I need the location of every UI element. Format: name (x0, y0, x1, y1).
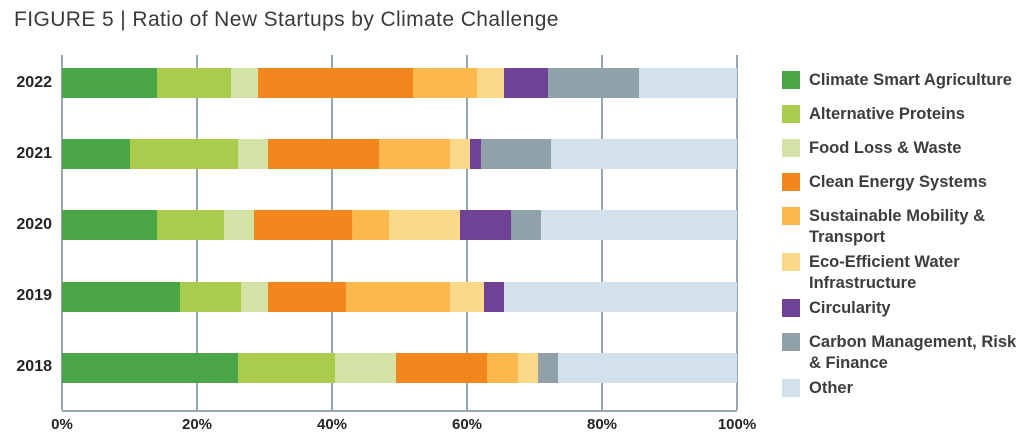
plot-area: 0% 20% 40% 60% 80% 100% (51, 55, 756, 433)
bar-segment (257, 68, 413, 98)
figure-title: FIGURE 5 | Ratio of New Startups by Clim… (14, 8, 559, 31)
bar-segment (450, 281, 484, 312)
legend-item: Other (782, 378, 1024, 399)
bar-segment (254, 210, 353, 241)
bar-segment (379, 139, 451, 170)
legend-swatch (782, 207, 800, 225)
legend-swatch (782, 333, 800, 351)
legend-item: Food Loss & Waste (782, 138, 1024, 159)
bar-segment (230, 68, 258, 98)
bar-row-2019 (62, 281, 737, 312)
year-label: 2018 (16, 358, 52, 376)
bar-segment (62, 68, 157, 98)
bar-segment (639, 68, 737, 98)
legend-item: Alternative Proteins (782, 104, 1024, 125)
bar-segment (156, 210, 224, 241)
x-tick-label: 100% (717, 416, 757, 433)
legend-label: Carbon Management, Risk & Finance (809, 333, 1017, 372)
legend-item: Sustainable Mobility & Transport (782, 206, 1024, 248)
legend-item: Carbon Management, Risk & Finance (782, 332, 1024, 374)
bar-row-2018 (62, 352, 737, 383)
year-label: 2022 (16, 73, 52, 91)
legend-label: Climate Smart Agriculture (809, 71, 1012, 89)
bar-segment (450, 139, 471, 170)
bar-segment (335, 352, 397, 383)
bar-row-2021 (62, 139, 737, 170)
legend-swatch (782, 139, 800, 157)
bar-segment (396, 352, 488, 383)
bar-segment (558, 352, 737, 383)
bar-segment (62, 281, 181, 312)
bar-segment (267, 139, 380, 170)
bar-segment (551, 139, 737, 170)
legend-swatch (782, 253, 800, 271)
x-tick-label: 0% (51, 416, 73, 433)
legend-label: Eco-Efficient Water Infrastructure (809, 253, 960, 292)
legend-swatch (782, 173, 800, 191)
legend-swatch (782, 71, 800, 89)
bar-segment (504, 281, 737, 312)
legend-swatch (782, 105, 800, 123)
bar-segment (345, 281, 451, 312)
bar-segment (470, 139, 481, 170)
legend-swatch (782, 299, 800, 317)
year-label: 2019 (16, 287, 52, 305)
bar-segment (129, 139, 238, 170)
gridline (736, 55, 738, 410)
bar-segment (487, 352, 518, 383)
bar-segment (180, 281, 241, 312)
legend-label: Clean Energy Systems (809, 173, 987, 191)
year-label: 2020 (16, 215, 52, 233)
bar-segment (237, 352, 336, 383)
bar-segment (548, 68, 640, 98)
legend-label: Circularity (809, 299, 891, 317)
bar-segment (62, 352, 238, 383)
bar-segment (460, 210, 511, 241)
bar-row-2020 (62, 210, 737, 241)
legend-item: Climate Smart Agriculture (782, 70, 1024, 91)
legend-label: Other (809, 379, 854, 397)
legend-label: Alternative Proteins (809, 105, 965, 123)
bar-segment (389, 210, 461, 241)
legend-item: Clean Energy Systems (782, 172, 1024, 193)
legend-swatch (782, 379, 800, 397)
bar-segment (352, 210, 390, 241)
bar-segment (541, 210, 737, 241)
bar-segment (224, 210, 255, 241)
bar-segment (477, 68, 505, 98)
bar-segment (156, 68, 231, 98)
legend-item: Eco-Efficient Water Infrastructure (782, 252, 1024, 294)
bar-segment (483, 281, 505, 312)
bar-segment (510, 210, 542, 241)
bar-segment (237, 139, 268, 170)
x-tick-label: 60% (451, 416, 483, 433)
legend: Climate Smart Agriculture Alternative Pro… (782, 70, 1024, 412)
bar-row-2022 (62, 68, 737, 98)
bar-segment (480, 139, 552, 170)
x-tick-label: 20% (181, 416, 213, 433)
legend-label: Food Loss & Waste (809, 139, 962, 157)
bar-segment (517, 352, 538, 383)
bar-segment (240, 281, 268, 312)
bar-segment (537, 352, 559, 383)
x-tick-label: 80% (586, 416, 618, 433)
bar-segment (62, 139, 130, 170)
legend-item: Circularity (782, 298, 1024, 319)
bar-segment (413, 68, 478, 98)
year-label: 2021 (16, 144, 52, 162)
bar-segment (504, 68, 548, 98)
bar-segment (62, 210, 157, 241)
bar-segment (267, 281, 346, 312)
legend-label: Sustainable Mobility & Transport (809, 207, 986, 246)
x-tick-label: 40% (316, 416, 348, 433)
